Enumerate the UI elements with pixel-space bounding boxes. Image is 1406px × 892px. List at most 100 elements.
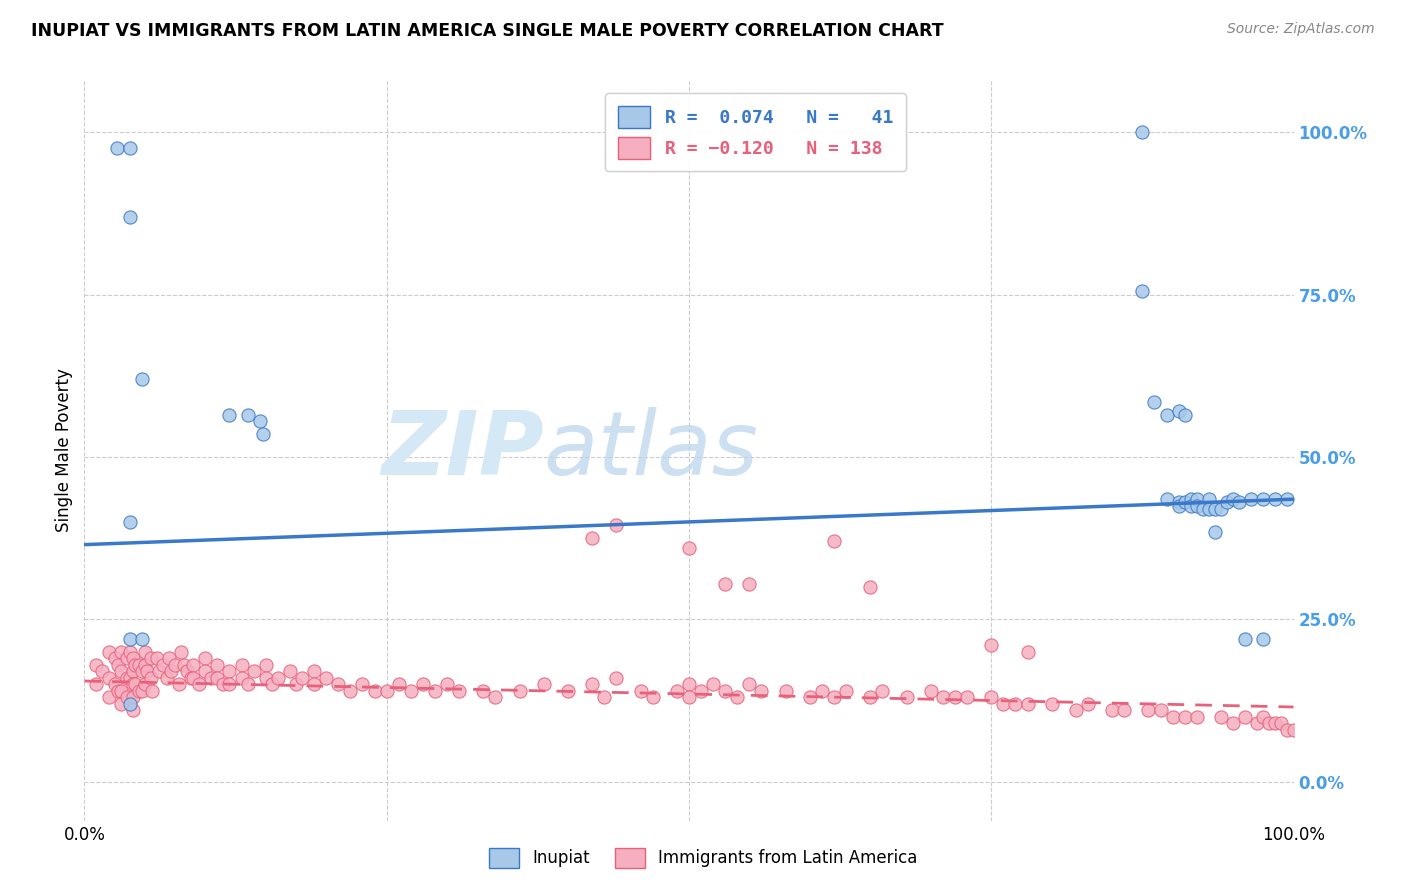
Point bbox=[399, 683, 422, 698]
Point bbox=[131, 372, 153, 386]
Point bbox=[278, 665, 301, 679]
Point bbox=[1253, 632, 1275, 646]
Point bbox=[581, 677, 603, 691]
Point bbox=[1192, 502, 1215, 516]
Point bbox=[1264, 716, 1286, 731]
Point bbox=[1167, 499, 1189, 513]
Point bbox=[1101, 703, 1123, 717]
Point bbox=[120, 141, 142, 155]
Point bbox=[291, 671, 314, 685]
Point bbox=[678, 690, 700, 705]
Point bbox=[423, 683, 446, 698]
Point bbox=[1227, 495, 1250, 509]
Point bbox=[1253, 710, 1275, 724]
Point bbox=[231, 671, 253, 685]
Point bbox=[1040, 697, 1063, 711]
Point bbox=[181, 657, 204, 672]
Point bbox=[315, 671, 337, 685]
Point bbox=[155, 671, 177, 685]
Point bbox=[212, 677, 235, 691]
Text: INUPIAT VS IMMIGRANTS FROM LATIN AMERICA SINGLE MALE POVERTY CORRELATION CHART: INUPIAT VS IMMIGRANTS FROM LATIN AMERICA… bbox=[31, 22, 943, 40]
Point bbox=[690, 683, 713, 698]
Point bbox=[1240, 492, 1263, 507]
Point bbox=[872, 683, 894, 698]
Point bbox=[932, 690, 955, 705]
Point bbox=[823, 690, 845, 705]
Point bbox=[110, 683, 132, 698]
Point bbox=[1167, 495, 1189, 509]
Point bbox=[328, 677, 350, 691]
Point bbox=[218, 677, 240, 691]
Point bbox=[121, 690, 143, 705]
Point bbox=[412, 677, 434, 691]
Point bbox=[97, 671, 120, 685]
Point bbox=[641, 690, 664, 705]
Point bbox=[1282, 723, 1305, 737]
Point bbox=[120, 515, 142, 529]
Point bbox=[236, 408, 259, 422]
Point bbox=[120, 671, 142, 685]
Point bbox=[110, 697, 132, 711]
Point bbox=[956, 690, 979, 705]
Point bbox=[254, 657, 277, 672]
Point bbox=[702, 677, 724, 691]
Point bbox=[678, 677, 700, 691]
Point bbox=[557, 683, 579, 698]
Point bbox=[121, 665, 143, 679]
Point bbox=[533, 677, 555, 691]
Point bbox=[1017, 697, 1039, 711]
Point bbox=[231, 657, 253, 672]
Point bbox=[859, 690, 882, 705]
Point bbox=[799, 690, 821, 705]
Text: ZIP: ZIP bbox=[381, 407, 544, 494]
Point bbox=[157, 651, 180, 665]
Point bbox=[152, 657, 174, 672]
Point bbox=[1277, 723, 1299, 737]
Point bbox=[1277, 492, 1299, 507]
Point bbox=[1114, 703, 1136, 717]
Point bbox=[993, 697, 1015, 711]
Point bbox=[388, 677, 411, 691]
Point bbox=[943, 690, 966, 705]
Point bbox=[1234, 710, 1257, 724]
Point bbox=[811, 683, 834, 698]
Point bbox=[363, 683, 385, 698]
Point bbox=[775, 683, 797, 698]
Point bbox=[252, 427, 274, 442]
Point bbox=[107, 683, 129, 698]
Point bbox=[104, 677, 127, 691]
Point bbox=[1264, 492, 1286, 507]
Point bbox=[1180, 499, 1202, 513]
Point bbox=[1204, 524, 1226, 539]
Point bbox=[1004, 697, 1026, 711]
Point bbox=[1132, 125, 1154, 139]
Point bbox=[284, 677, 308, 691]
Point bbox=[86, 657, 108, 672]
Point bbox=[714, 683, 737, 698]
Point bbox=[1216, 495, 1239, 509]
Point bbox=[1209, 710, 1232, 724]
Point bbox=[167, 677, 190, 691]
Point bbox=[339, 683, 361, 698]
Point bbox=[146, 651, 169, 665]
Point bbox=[1253, 492, 1275, 507]
Point bbox=[751, 683, 773, 698]
Point bbox=[1222, 492, 1244, 507]
Point bbox=[436, 677, 458, 691]
Point bbox=[1234, 632, 1257, 646]
Point bbox=[1246, 716, 1268, 731]
Point bbox=[110, 665, 132, 679]
Point bbox=[1198, 502, 1220, 516]
Point bbox=[980, 638, 1002, 652]
Point bbox=[1064, 703, 1087, 717]
Point bbox=[1174, 408, 1197, 422]
Point bbox=[1222, 716, 1244, 731]
Point bbox=[484, 690, 506, 705]
Point bbox=[1185, 492, 1208, 507]
Point bbox=[124, 657, 146, 672]
Point bbox=[136, 665, 159, 679]
Point bbox=[302, 665, 325, 679]
Point bbox=[1132, 285, 1154, 299]
Point bbox=[605, 671, 627, 685]
Point bbox=[859, 580, 882, 594]
